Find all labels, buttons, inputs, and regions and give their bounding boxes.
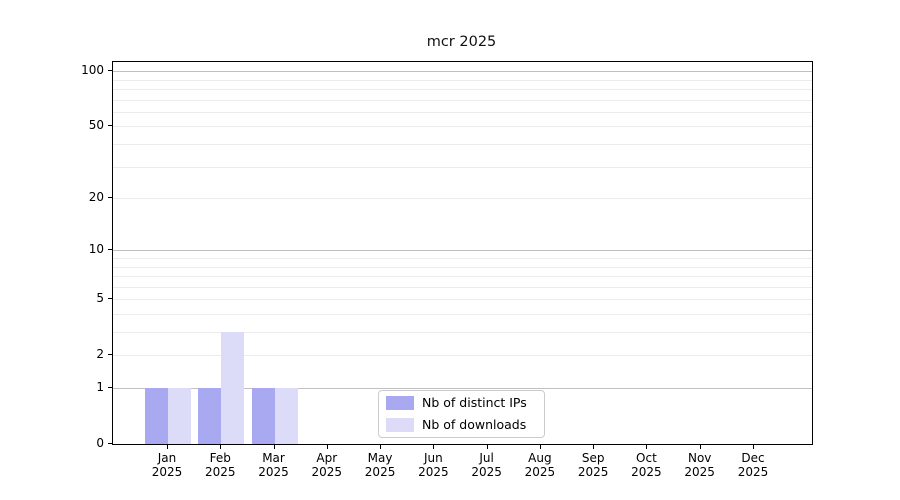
gridline-minor [113,332,812,334]
y-tick-label: 10 [88,242,104,257]
gridline-minor [113,144,812,146]
gridline-minor [113,111,812,113]
gridline-minor [113,299,812,301]
gridline-major [113,71,812,73]
x-tick-mark [486,445,488,449]
x-tick-mark [752,445,754,449]
y-tick-mark [108,249,112,251]
bar-distinct-ips [145,388,168,444]
x-tick-label: Mar 2025 [258,451,289,479]
y-tick-mark [108,387,112,388]
x-tick-label: Jun 2025 [418,451,449,479]
x-tick-mark [539,445,541,449]
x-tick-mark [433,445,435,449]
bar-downloads [274,388,298,444]
x-tick-label: Jul 2025 [471,451,502,479]
y-tick-mark [108,125,112,127]
gridline-minor [113,355,812,357]
gridline-minor [113,166,812,168]
gridline-minor [113,126,812,128]
gridline-minor [113,198,812,200]
gridline-minor [113,258,812,259]
legend: Nb of distinct IPs Nb of downloads [378,390,545,438]
y-tick-label: 20 [88,190,104,205]
legend-label-distinct-ips: Nb of distinct IPs [422,395,527,410]
gridline-minor [113,313,812,315]
x-tick-label: Feb 2025 [204,451,236,479]
x-tick-label: May 2025 [364,451,396,479]
y-tick-label: 5 [96,291,104,306]
x-tick-mark [646,445,648,449]
gridline-major [113,250,812,252]
y-tick-mark [108,354,112,356]
y-tick-mark [108,298,112,300]
x-tick-mark [220,445,222,449]
plot-area [112,61,813,445]
legend-swatch-distinct-ips [386,396,414,410]
x-tick-label: Jan 2025 [151,451,183,479]
bar-downloads [221,332,245,444]
x-tick-mark [593,445,595,449]
y-tick-label: 100 [81,63,104,78]
y-tick-label: 1 [96,380,104,394]
x-tick-mark [326,445,328,449]
legend-entry-distinct-ips: Nb of distinct IPs [386,396,536,410]
legend-label-downloads: Nb of downloads [422,417,527,432]
gridline-major [113,388,812,389]
y-tick-mark [108,70,112,72]
x-tick-mark [273,445,275,449]
gridline-minor [113,89,812,91]
gridline-minor [113,99,812,101]
bar-downloads [168,388,191,444]
x-tick-label: Aug 2025 [524,451,556,479]
x-tick-label: Oct 2025 [631,451,662,479]
y-tick-label: 2 [96,347,104,362]
y-tick-label: 50 [88,118,104,133]
x-tick-label: Apr 2025 [311,451,343,479]
gridline-minor [113,79,812,81]
bar-distinct-ips [198,388,222,444]
x-tick-label: Nov 2025 [684,451,715,479]
legend-swatch-downloads [386,418,414,432]
gridline-minor [113,286,812,288]
gridline-minor [113,276,812,278]
chart-title: mcr 2025 [426,34,497,50]
y-tick-mark [108,443,112,444]
x-tick-mark [167,445,168,449]
x-tick-mark [699,445,701,449]
x-tick-mark [380,445,382,449]
y-tick-label: 0 [96,436,104,450]
bar-distinct-ips [251,388,275,444]
gridline-minor [113,266,812,268]
x-tick-label: Dec 2025 [737,451,769,479]
legend-entry-downloads: Nb of downloads [386,418,536,432]
y-tick-mark [108,197,112,199]
x-tick-label: Sep 2025 [577,451,609,479]
